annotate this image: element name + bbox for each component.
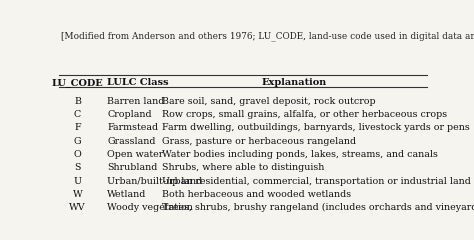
Text: Trees, shrubs, brushy rangeland (includes orchards and vineyards): Trees, shrubs, brushy rangeland (include… [162,203,474,212]
Text: Row crops, small grains, alfalfa, or other herbaceous crops: Row crops, small grains, alfalfa, or oth… [162,110,447,119]
Text: Grassland: Grassland [107,137,155,146]
Text: Woody vegetation: Woody vegetation [107,203,193,212]
Text: B: B [74,97,81,106]
Text: Grass, pasture or herbaceous rangeland: Grass, pasture or herbaceous rangeland [162,137,356,146]
Text: U: U [73,177,82,186]
Text: LU_CODE: LU_CODE [52,78,103,87]
Text: W: W [73,190,82,199]
Text: Cropland: Cropland [107,110,152,119]
Text: WV: WV [69,203,86,212]
Text: Farm dwelling, outbuildings, barnyards, livestock yards or pens: Farm dwelling, outbuildings, barnyards, … [162,123,470,132]
Text: Shrubs, where able to distinguish: Shrubs, where able to distinguish [162,163,325,172]
Text: Both herbaceous and wooded wetlands: Both herbaceous and wooded wetlands [162,190,351,199]
Text: Shrubland: Shrubland [107,163,157,172]
Text: Water bodies including ponds, lakes, streams, and canals: Water bodies including ponds, lakes, str… [162,150,438,159]
Text: F: F [74,123,81,132]
Text: [Modified from Anderson and others 1976; LU_CODE, land-use code used in digital : [Modified from Anderson and others 1976;… [61,32,474,41]
Text: Urban/built-up land: Urban/built-up land [107,177,202,186]
Text: Farmstead: Farmstead [107,123,158,132]
Text: G: G [74,137,82,146]
Text: Urban residential, commercial, transportation or industrial land covers: Urban residential, commercial, transport… [162,177,474,186]
Text: Bare soil, sand, gravel deposit, rock outcrop: Bare soil, sand, gravel deposit, rock ou… [162,97,376,106]
Text: Barren land: Barren land [107,97,164,106]
Text: LULC Class: LULC Class [107,78,169,87]
Text: Explanation: Explanation [262,78,327,87]
Text: Open water: Open water [107,150,163,159]
Text: Wetland: Wetland [107,190,146,199]
Text: C: C [74,110,81,119]
Text: S: S [74,163,81,172]
Text: O: O [74,150,82,159]
